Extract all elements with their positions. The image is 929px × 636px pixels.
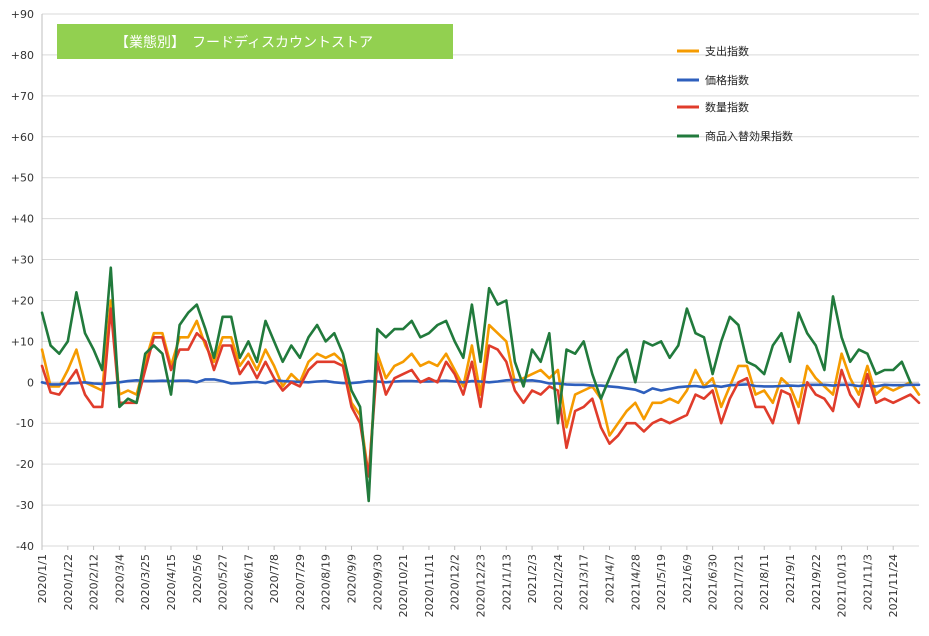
x-tick-label: 2021/2/3: [526, 554, 539, 603]
chart-title-box: 【業態別】 フードディスカウントストア: [57, 24, 453, 59]
x-tick-label: 2020/5/27: [217, 554, 230, 610]
y-tick-label: -20: [16, 458, 34, 471]
x-tick-label: 2021/9/1: [784, 554, 797, 603]
x-tick-label: 2020/8/19: [320, 554, 333, 610]
x-tick-label: 2021/7/21: [732, 554, 745, 610]
series-line-assortment: [40, 266, 912, 503]
x-tick-label: 2020/3/25: [139, 554, 152, 610]
x-tick-label: 2020/4/15: [165, 554, 178, 610]
x-axis-tick-labels: 2020/1/1 2020/1/22 2020/2/12 2020/3/4 2020/3…: [36, 546, 900, 617]
chart-title-background: [57, 24, 453, 59]
series-line-spending: [40, 299, 921, 478]
x-tick-label: 2020/5/6: [191, 554, 204, 603]
x-tick-label: 2020/12/23: [475, 554, 488, 617]
x-tick-label: 2020/7/29: [294, 554, 307, 610]
x-tick-label: 2021/10/13: [836, 554, 849, 617]
y-tick-label: +70: [11, 90, 34, 103]
y-tick-label: +50: [11, 172, 34, 185]
x-tick-label: 2021/5/19: [655, 554, 668, 610]
chart-title: 【業態別】 フードディスカウントストア: [115, 34, 373, 51]
x-tick-label: 2021/2/24: [552, 554, 565, 610]
x-tick-label: 2021/6/30: [707, 554, 720, 610]
x-tick-label: 2021/6/9: [681, 554, 694, 603]
y-tick-label: +10: [11, 335, 34, 348]
y-tick-label: -10: [16, 417, 34, 430]
y-tick-label: +60: [11, 131, 34, 144]
y-tick-label: +80: [11, 49, 34, 62]
x-tick-label: 2021/4/7: [603, 554, 616, 603]
series-layer: [40, 266, 921, 503]
x-tick-label: 2020/12/2: [449, 554, 462, 610]
x-tick-label: 2020/6/17: [242, 554, 255, 610]
legend-label-spending: 支出指数: [705, 44, 749, 58]
x-tick-label: 2020/10/21: [397, 554, 410, 617]
x-tick-label: 2021/9/22: [810, 554, 823, 610]
y-tick-label: 0: [27, 376, 34, 389]
y-tick-label: -40: [16, 540, 34, 553]
x-tick-label: 2021/11/24: [887, 554, 900, 617]
y-tick-label: +20: [11, 294, 34, 307]
legend-label-assortment: 商品入替効果指数: [705, 129, 793, 143]
x-tick-label: 2020/7/8: [268, 554, 281, 603]
legend-label-price: 価格指数: [705, 73, 749, 87]
x-tick-label: 2021/8/11: [758, 554, 771, 610]
x-tick-label: 2021/11/3: [861, 554, 874, 610]
y-tick-label: +40: [11, 213, 34, 226]
x-tick-label: 2020/9/9: [346, 554, 359, 603]
legend-label-quantity: 数量指数: [705, 100, 749, 114]
x-tick-label: 2020/3/4: [113, 554, 126, 603]
x-tick-label: 2021/4/28: [629, 554, 642, 610]
x-tick-label: 2020/2/12: [88, 554, 101, 610]
series-line-price: [40, 378, 921, 395]
y-tick-label: +30: [11, 254, 34, 267]
x-tick-label: 2020/1/22: [62, 554, 75, 610]
y-axis-tick-labels: +90 +80 +70 +60 +50 +40 +30 +20 +10 0 -10 -20 -30 -40: [11, 8, 34, 553]
x-tick-label: 2021/3/17: [578, 554, 591, 610]
legend: 支出指数 価格指数 数量指数 商品入替効果指数: [677, 44, 793, 143]
y-tick-label: +90: [11, 8, 34, 21]
series-line-quantity: [40, 307, 921, 478]
x-tick-label: 2020/11/11: [423, 554, 436, 617]
x-tick-label: 2021/1/13: [500, 554, 513, 610]
grid-layer: [41, 13, 919, 547]
y-tick-label: -30: [16, 499, 34, 512]
x-tick-label: 2020/1/1: [36, 554, 49, 603]
x-tick-label: 2020/9/30: [371, 554, 384, 610]
